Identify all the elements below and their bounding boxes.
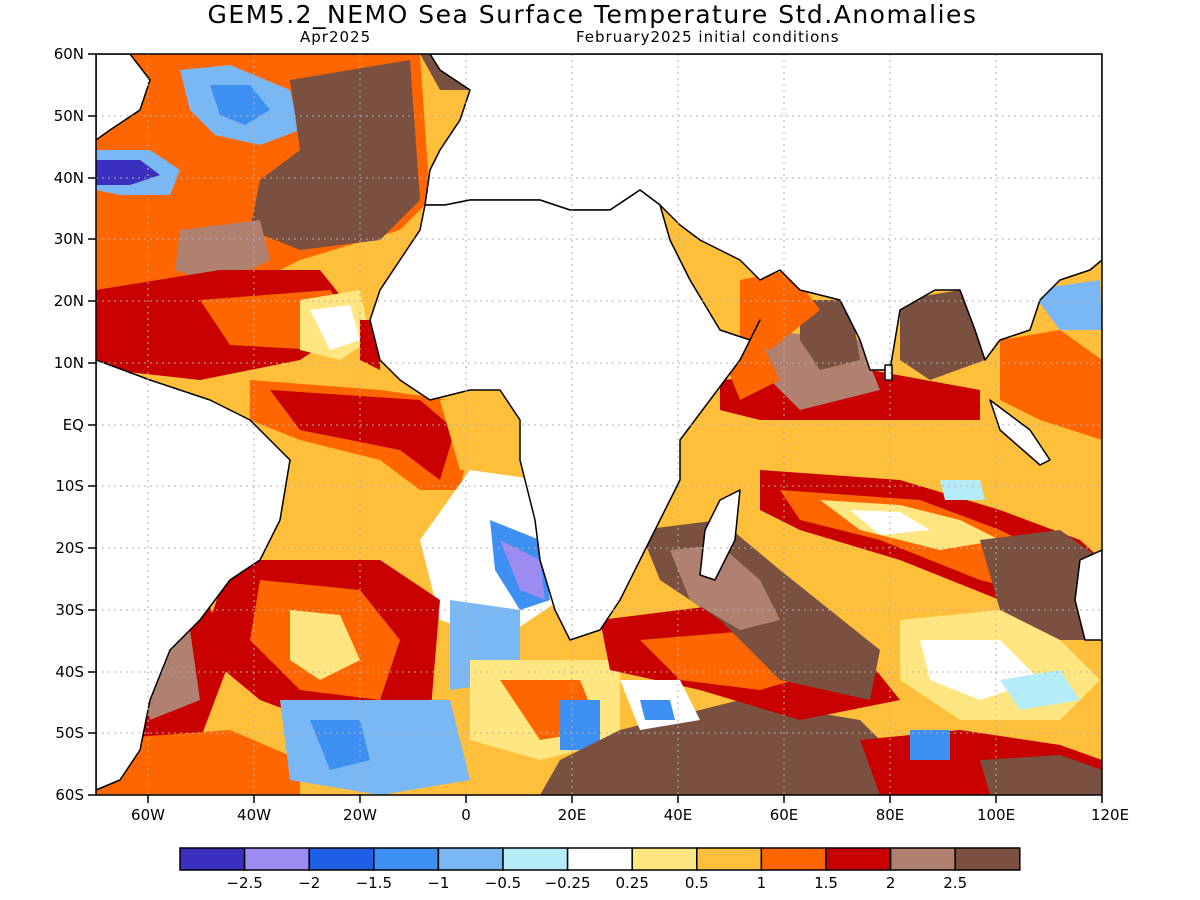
lat-label: 10S <box>55 477 84 495</box>
colorbar-swatch <box>696 847 763 871</box>
colorbar-swatch <box>308 847 375 871</box>
colorbar-label: −2.5 <box>226 874 262 892</box>
land-masses <box>96 54 1102 791</box>
colorbar-swatch <box>954 847 1021 871</box>
sumatra <box>989 399 1051 466</box>
colorbar-swatch <box>243 847 310 871</box>
colorbar-label: 0.25 <box>615 874 648 892</box>
lon-labels: 60W 40W 20W 0 20E 40E 60E 80E 100E 120E <box>131 806 1129 824</box>
colorbar-label: 1.5 <box>814 874 838 892</box>
lon-label: 40E <box>664 806 693 824</box>
lon-label: 20E <box>558 806 587 824</box>
colorbar-swatch <box>566 847 633 871</box>
lon-label: 20W <box>343 806 377 824</box>
colorbar-swatch <box>631 847 698 871</box>
lon-label: 80E <box>876 806 905 824</box>
colorbar-label: −1.5 <box>356 874 392 892</box>
colorbar-labels: −2.5 −2 −1.5 −1 −0.5 −0.25 0.25 0.5 1 1.5 2 2.5 <box>226 874 967 892</box>
colorbar-label: −2 <box>298 874 320 892</box>
colorbar-swatch <box>437 847 504 871</box>
colorbar-swatch <box>760 847 827 871</box>
colorbar-label: 2 <box>886 874 896 892</box>
north-america <box>96 54 151 141</box>
lon-label: 120E <box>1091 806 1129 824</box>
australia <box>1074 549 1102 641</box>
colorbar-label: 0.5 <box>685 874 709 892</box>
anomaly-field <box>96 54 1102 795</box>
sri-lanka <box>884 364 893 381</box>
lat-label: 60N <box>54 45 84 63</box>
colorbar <box>179 847 1021 871</box>
colorbar-swatch <box>889 847 956 871</box>
colorbar-label: 1 <box>757 874 767 892</box>
lat-labels: 60N 50N 40N 30N 20N 10N EQ 10S 20S 30S 4… <box>54 45 84 804</box>
colorbar-swatch <box>373 847 440 871</box>
lat-label: 40N <box>54 169 84 187</box>
lon-label: 100E <box>977 806 1015 824</box>
colorbar-label: −0.25 <box>545 874 591 892</box>
colorbar-swatch <box>825 847 892 871</box>
map-title: GEM5.2_NEMO Sea Surface Temperature Std.… <box>207 0 978 29</box>
lat-label: 10N <box>54 354 84 372</box>
south-america <box>96 359 291 791</box>
lat-label: 20S <box>55 539 84 557</box>
lat-label: 50S <box>55 724 84 742</box>
lon-label: 0 <box>461 806 471 824</box>
lat-label: 20N <box>54 292 84 310</box>
valid-month: Apr2025 <box>300 28 372 46</box>
lon-label: 60W <box>131 806 165 824</box>
colorbar-swatch <box>179 847 246 871</box>
lat-label: 50N <box>54 107 84 125</box>
colorbar-label: −1 <box>427 874 449 892</box>
colorbar-swatch <box>502 847 569 871</box>
lat-label: 60S <box>55 786 84 804</box>
madagascar <box>699 489 741 581</box>
colorbar-label: 2.5 <box>943 874 967 892</box>
colorbar-label: −0.5 <box>485 874 521 892</box>
tick-marks <box>88 53 1103 803</box>
lon-label: 40W <box>237 806 271 824</box>
lat-label: 40S <box>55 663 84 681</box>
lat-label: 30N <box>54 230 84 248</box>
lat-label: EQ <box>63 416 84 434</box>
africa <box>369 189 761 641</box>
lon-label: 60E <box>770 806 799 824</box>
lat-label: 30S <box>55 601 84 619</box>
initial-conditions: February2025 initial conditions <box>576 28 840 46</box>
